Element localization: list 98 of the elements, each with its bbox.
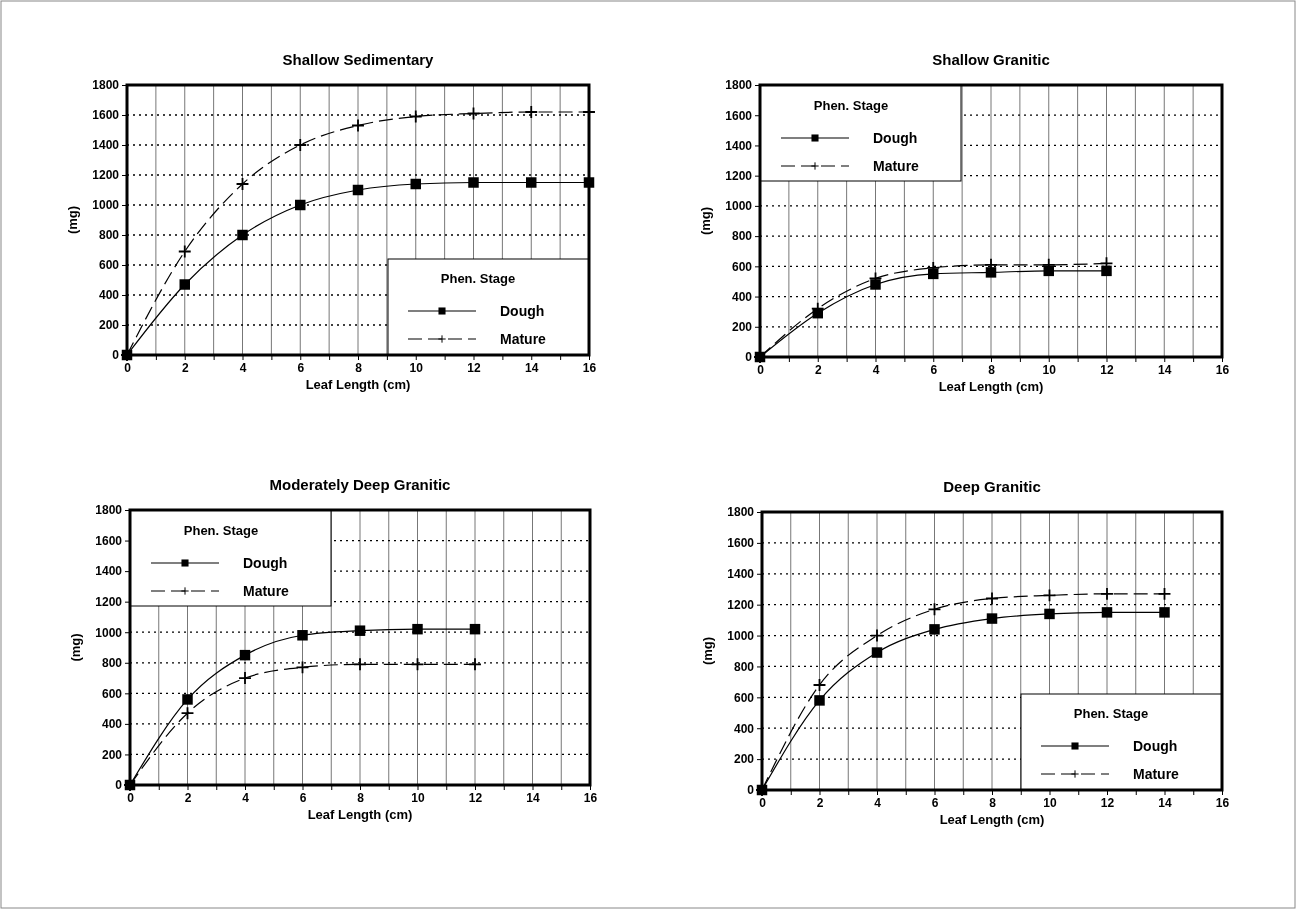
x-tick-label: 12 [1100,795,1115,810]
x-tick-label: 4 [872,362,880,377]
x-axis-title: Leaf Length (cm) [939,812,1045,827]
x-tick-label: 16 [1215,795,1230,810]
chart-title: Shallow Granitic [932,51,1050,68]
y-tick-label: 0 [115,778,123,793]
x-tick-label: 4 [242,790,250,805]
x-tick-label: 14 [526,790,540,805]
legend-label: Dough [243,555,288,571]
x-tick-label: 2 [184,790,192,805]
x-tick-label: 12 [1100,362,1114,377]
x-tick-label: 6 [930,362,938,377]
y-tick-label: 800 [101,656,123,671]
y-tick-label: 1000 [725,199,753,214]
legend-title: Phen. Stage [1073,706,1149,721]
y-tick-label: 200 [98,318,120,333]
x-tick-label: 16 [582,360,597,375]
y-tick-label: 400 [731,289,753,304]
x-tick-label: 12 [468,790,483,805]
y-tick-label: 400 [101,717,123,732]
y-tick-label: 400 [733,721,755,736]
y-tick-label: 600 [731,259,753,274]
y-tick-label: 800 [98,228,120,243]
x-tick-label: 2 [816,795,824,810]
x-tick-label: 2 [181,360,189,375]
y-tick-label: 200 [101,747,123,762]
x-tick-label: 16 [1215,362,1230,377]
legend-title: Phen. Stage [183,523,259,538]
x-tick-label: 0 [759,795,767,810]
y-tick-label: 200 [733,752,755,767]
x-tick-label: 8 [357,790,365,805]
y-tick-label: 1800 [725,78,753,93]
y-tick-label: 1200 [95,595,123,610]
y-tick-label: 1800 [95,503,123,518]
y-tick-label: 600 [98,258,120,273]
y-axis-title: (mg) [68,633,83,662]
y-tick-label: 1000 [727,628,755,643]
y-tick-label: 200 [731,320,753,335]
chart-title: Deep Granitic [943,478,1041,495]
x-tick-label: 10 [411,790,425,805]
legend-label: Mature [873,158,920,174]
y-tick-label: 1000 [95,625,123,640]
y-tick-label: 0 [745,350,753,365]
y-tick-label: 1600 [727,536,755,551]
y-tick-label: 1400 [95,564,123,579]
legend-label: Mature [1133,766,1180,782]
y-tick-label: 1000 [92,198,120,213]
x-tick-label: 8 [989,795,997,810]
x-tick-label: 6 [299,790,307,805]
x-tick-label: 10 [1042,362,1057,377]
y-tick-label: 1200 [725,169,753,184]
y-tick-label: 1400 [92,138,120,153]
y-tick-label: 1400 [725,138,753,153]
x-tick-label: 14 [1158,362,1172,377]
legend-label: Mature [500,331,547,347]
y-axis-title: (mg) [698,206,713,236]
x-tick-label: 6 [931,795,939,810]
x-tick-label: 16 [583,790,598,805]
chart-title: Shallow Sedimentary [282,51,435,68]
x-tick-label: 4 [874,795,882,810]
legend-title: Phen. Stage [813,98,889,113]
y-tick-label: 600 [101,686,123,701]
x-axis-title: Leaf Length (cm) [938,379,1044,394]
y-axis-title: (mg) [700,636,715,666]
y-tick-label: 800 [733,659,755,674]
y-tick-label: 800 [731,229,753,244]
x-axis-title: Leaf Length (cm) [307,807,413,822]
y-tick-label: 1600 [95,533,123,548]
y-tick-label: 600 [733,690,755,705]
y-tick-label: 0 [112,348,120,363]
y-tick-label: 400 [98,288,120,303]
x-tick-label: 4 [239,360,247,375]
y-axis-title: (mg) [65,205,80,235]
x-tick-label: 6 [297,360,305,375]
x-tick-label: 2 [814,362,822,377]
chart-title: Moderately Deep Granitic [269,476,451,493]
x-tick-label: 8 [988,362,996,377]
x-tick-label: 0 [757,362,765,377]
y-tick-label: 1600 [725,108,753,123]
x-tick-label: 0 [127,790,135,805]
legend-title: Phen. Stage [440,271,516,286]
legend-label: Mature [243,583,290,599]
x-tick-label: 10 [1043,795,1057,810]
x-tick-label: 10 [409,360,424,375]
x-tick-label: 14 [1158,795,1172,810]
y-tick-label: 1200 [727,598,755,613]
x-tick-label: 8 [355,360,363,375]
legend-label: Dough [1133,738,1178,754]
y-tick-label: 1800 [92,78,120,93]
x-tick-label: 14 [525,360,539,375]
y-tick-label: 1800 [727,505,755,520]
x-axis-title: Leaf Length (cm) [305,377,411,392]
legend-label: Dough [500,303,545,319]
y-tick-label: 1600 [92,108,120,123]
y-tick-label: 1200 [92,168,120,183]
y-tick-label: 1400 [727,567,755,582]
legend-label: Dough [873,130,918,146]
x-tick-label: 12 [467,360,481,375]
